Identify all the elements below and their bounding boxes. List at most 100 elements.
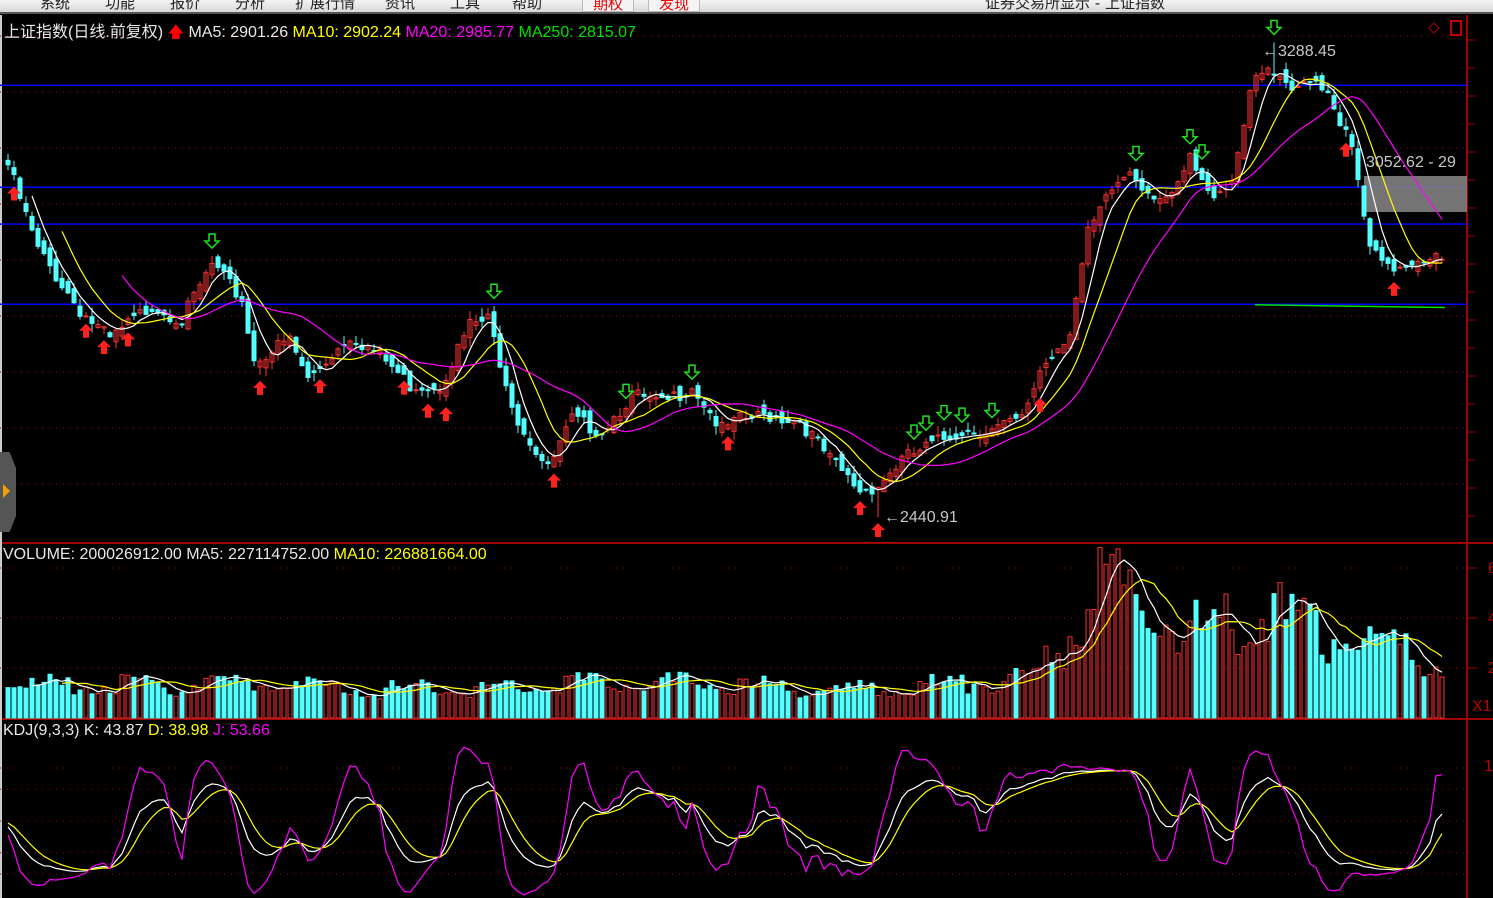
candle-body: [59, 277, 65, 289]
buy-arrow-icon: [397, 380, 411, 395]
volume-bar: [917, 681, 923, 719]
candle-body: [1331, 95, 1337, 110]
volume-bar: [1211, 609, 1217, 719]
volume-bar: [641, 690, 647, 719]
candle-body: [479, 316, 485, 322]
discover-button[interactable]: 发现: [648, 0, 701, 12]
buy-arrow-icon: [871, 523, 885, 538]
buy-arrow-icon: [439, 407, 453, 422]
candle-body: [1031, 388, 1037, 398]
candle-body: [533, 446, 539, 455]
volume-bar: [545, 690, 551, 719]
volume-bar: [1379, 633, 1385, 719]
menu-help[interactable]: 帮助: [512, 0, 543, 12]
volume-bar: [353, 690, 359, 719]
volume-bar: [305, 676, 311, 719]
volume-bar: [245, 679, 251, 719]
volume-bar: [635, 688, 641, 719]
volume-bar: [191, 684, 197, 719]
volume-bar: [1283, 619, 1289, 719]
volume-bar: [797, 697, 803, 719]
candle-body: [515, 404, 521, 426]
candle-body: [1001, 420, 1007, 429]
volume-bar: [569, 675, 575, 719]
candle-body: [173, 322, 179, 329]
menu-analysis[interactable]: 分析: [235, 0, 266, 12]
volume-bar: [1355, 649, 1361, 719]
candle-body: [383, 354, 389, 362]
volume-bar: [1409, 659, 1415, 719]
volume-bar: [293, 681, 299, 719]
candle-body: [143, 305, 149, 315]
volume-bar: [539, 690, 545, 719]
volume-bar: [533, 688, 539, 719]
volume-ma5-line: [31, 559, 1443, 697]
candle-body: [1379, 246, 1385, 261]
menu-function[interactable]: 功能: [105, 0, 136, 12]
volume-bar: [251, 690, 257, 719]
volume-bar: [467, 697, 473, 719]
candle-body: [725, 424, 731, 430]
volume-bar: [599, 678, 605, 719]
candle-body: [1391, 259, 1397, 272]
ma10-line: [61, 78, 1443, 483]
menu-system[interactable]: 系统: [40, 0, 71, 12]
volume-bar: [1325, 663, 1331, 719]
diamond-icon[interactable]: ◇: [1428, 19, 1440, 36]
volume-bar: [395, 686, 401, 719]
volume-bar: [983, 686, 989, 719]
candle-body: [1061, 343, 1067, 354]
candle-body: [941, 431, 947, 440]
volume-bar: [767, 683, 773, 719]
candle-body: [929, 435, 935, 442]
window-toggle-icon[interactable]: [1450, 20, 1462, 36]
volume-bar: [479, 682, 485, 719]
menu-extended[interactable]: 扩展行情: [295, 0, 356, 12]
window-title: 证券交易所显示 - 上证指数: [985, 0, 1165, 12]
volume-bar: [629, 687, 635, 719]
candle-body: [1241, 125, 1247, 160]
candle-body: [1037, 370, 1043, 389]
volume-bar: [287, 687, 293, 719]
arrow-left-icon: ←: [884, 509, 900, 526]
volume-bar: [695, 684, 701, 719]
menu-tools[interactable]: 工具: [450, 0, 481, 12]
candle-body: [1367, 218, 1373, 247]
candle-body: [107, 332, 113, 338]
volume-bar: [833, 685, 839, 719]
candle-body: [1217, 190, 1223, 193]
candle-body: [245, 298, 251, 334]
volume-bar: [851, 687, 857, 719]
candle-body: [1265, 67, 1271, 75]
volume-bar: [623, 684, 629, 719]
options-button[interactable]: 期权: [582, 0, 635, 12]
volume-bar: [779, 680, 785, 719]
volume-bar: [1265, 640, 1271, 719]
volume-bar: [515, 689, 521, 719]
volume-bar: [1235, 653, 1241, 719]
volume-unit: X1: [1472, 698, 1492, 715]
volume-tick: 2: [1488, 660, 1493, 677]
candle-body: [251, 330, 257, 362]
arrow-right-icon: [3, 484, 10, 498]
volume-bar: [317, 680, 323, 719]
volume-bar: [719, 687, 725, 719]
sell-arrow-icon: [1193, 144, 1211, 160]
candle-body: [677, 385, 683, 401]
candle-body: [1433, 253, 1439, 263]
candle-body: [593, 429, 599, 437]
menu-info[interactable]: 资讯: [385, 0, 416, 12]
candle-body: [101, 326, 107, 329]
candle-body: [419, 387, 425, 391]
buy-arrow-icon: [853, 501, 867, 516]
volume-bar: [461, 693, 467, 719]
candle-body: [827, 453, 833, 458]
side-panel-toggle[interactable]: [0, 452, 16, 532]
candle-body: [431, 383, 437, 390]
menu-quote[interactable]: 报价: [170, 0, 201, 12]
candle-body: [113, 329, 119, 343]
volume-bar: [389, 680, 395, 719]
candle-body: [389, 354, 395, 367]
volume-bar: [1307, 603, 1313, 719]
